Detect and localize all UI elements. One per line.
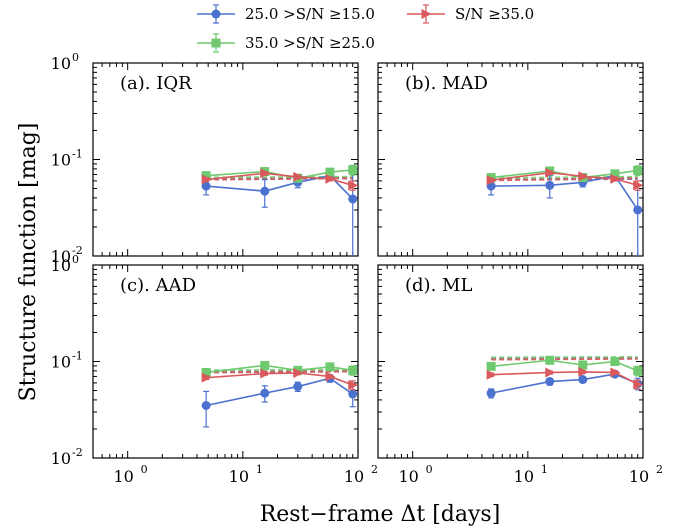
data-point xyxy=(201,372,212,383)
data-point xyxy=(260,186,270,196)
legend-label: S/N ≥35.0 xyxy=(455,5,534,23)
y-axis-label: Structure function [mag] xyxy=(16,123,41,402)
y-tick-label: 10 xyxy=(51,256,71,275)
panel-data xyxy=(201,360,358,428)
data-point xyxy=(348,380,358,391)
data-point xyxy=(260,368,271,379)
data-point xyxy=(486,369,497,380)
data-point xyxy=(325,167,335,177)
panel-label: (c). AAD xyxy=(120,275,196,296)
data-point xyxy=(260,388,270,398)
data-point xyxy=(633,366,643,376)
data-point xyxy=(578,360,588,370)
data-point xyxy=(633,379,643,390)
data-point xyxy=(293,382,303,392)
y-tick-exponent: -2 xyxy=(72,244,83,257)
data-point xyxy=(348,165,358,175)
y-tick-exponent: -1 xyxy=(72,148,83,161)
x-tick-exponent: 1 xyxy=(541,463,548,476)
y-tick-exponent: -1 xyxy=(72,350,83,363)
data-point xyxy=(610,357,620,366)
data-point xyxy=(545,180,555,190)
x-axis-label: Rest−frame Δt [days] xyxy=(260,502,501,527)
data-point xyxy=(610,367,621,378)
data-point xyxy=(486,388,496,398)
legend-label: 25.0 >S/N ≥15.0 xyxy=(245,5,375,23)
data-point xyxy=(293,171,304,182)
panel-2: (b). MAD xyxy=(377,62,644,257)
legend-marker xyxy=(421,9,432,19)
data-point xyxy=(486,175,497,186)
data-point xyxy=(201,400,211,410)
y-tick-label: 10 xyxy=(51,54,71,73)
x-tick-label: 10 xyxy=(229,467,249,486)
y-tick-label: 10 xyxy=(51,151,71,170)
data-point xyxy=(545,367,556,378)
data-point xyxy=(325,173,336,184)
x-tick-exponent: 2 xyxy=(656,463,663,476)
data-point xyxy=(578,366,589,377)
data-point xyxy=(260,360,270,370)
data-point xyxy=(545,167,556,178)
y-tick-label: 10 xyxy=(51,449,71,468)
y-tick-exponent: -2 xyxy=(72,446,83,459)
data-point xyxy=(293,368,304,379)
legend: 25.0 >S/N ≥15.0 35.0 >S/N ≥25.0 S/N ≥35.0 xyxy=(197,4,534,53)
data-point xyxy=(201,174,212,185)
x-tick-exponent: 1 xyxy=(256,463,263,476)
panel-label: (d). ML xyxy=(405,275,472,296)
legend-entry: S/N ≥35.0 xyxy=(407,4,534,24)
x-tick-exponent: 2 xyxy=(371,463,378,476)
x-tick-label: 10 xyxy=(398,467,418,486)
data-point xyxy=(348,194,358,204)
data-point xyxy=(633,180,643,191)
y-tick-label: 10 xyxy=(51,247,71,266)
panel-3: 10 0 10 1 10 210 -210 -110 0(c). AAD xyxy=(51,253,378,486)
x-tick-label: 10 xyxy=(514,467,534,486)
data-point xyxy=(633,205,643,215)
panel-data xyxy=(486,355,643,399)
panel-label: (b). MAD xyxy=(405,73,488,94)
data-point xyxy=(545,355,555,365)
data-point xyxy=(486,361,496,371)
data-point xyxy=(633,165,643,175)
x-tick-label: 10 xyxy=(629,467,649,486)
data-point xyxy=(578,375,588,385)
data-point xyxy=(348,180,358,191)
legend-entry: 35.0 >S/N ≥25.0 xyxy=(197,33,375,53)
y-tick-exponent: 0 xyxy=(72,51,79,64)
data-point xyxy=(325,371,336,382)
x-tick-exponent: 0 xyxy=(426,463,433,476)
panel-label: (a). IQR xyxy=(120,73,192,94)
legend-label: 35.0 >S/N ≥25.0 xyxy=(245,34,375,52)
x-tick-exponent: 0 xyxy=(141,463,148,476)
y-tick-exponent: 0 xyxy=(72,253,79,266)
panel-data xyxy=(486,165,643,256)
data-point xyxy=(201,181,211,191)
x-tick-label: 10 xyxy=(113,467,133,486)
panel-data xyxy=(201,164,358,256)
legend-entry: 25.0 >S/N ≥15.0 xyxy=(197,4,375,24)
panel-4: 10 0 10 1 10 2 (d). ML xyxy=(377,264,663,486)
data-point xyxy=(610,173,621,184)
dashed-reference-line xyxy=(206,370,353,374)
data-point xyxy=(201,367,211,377)
data-point xyxy=(578,171,589,182)
data-point xyxy=(260,168,271,179)
data-point xyxy=(348,365,358,375)
data-point xyxy=(610,169,620,179)
y-tick-label: 10 xyxy=(51,353,71,372)
panel-1: 10-210-110 0(a). IQR xyxy=(51,51,359,266)
data-point xyxy=(348,389,358,399)
legend-marker xyxy=(211,38,221,48)
data-point xyxy=(545,377,555,387)
data-point xyxy=(325,362,335,372)
legend-marker xyxy=(211,9,221,19)
x-tick-label: 10 xyxy=(344,467,364,486)
data-point xyxy=(201,171,211,181)
